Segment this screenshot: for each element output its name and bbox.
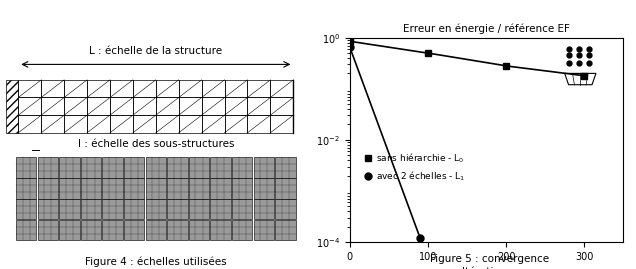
Polygon shape	[81, 220, 101, 240]
Polygon shape	[146, 199, 166, 220]
Polygon shape	[167, 220, 188, 240]
Polygon shape	[16, 157, 36, 178]
Polygon shape	[16, 178, 36, 199]
avec 2 échelles - L$_1$	[417, 236, 424, 240]
Polygon shape	[167, 178, 188, 199]
Polygon shape	[102, 199, 123, 220]
Polygon shape	[232, 199, 252, 220]
Polygon shape	[102, 220, 123, 240]
Polygon shape	[189, 220, 209, 240]
Polygon shape	[232, 178, 252, 199]
Polygon shape	[38, 157, 58, 178]
Title: Erreur en énergie / référence EF: Erreur en énergie / référence EF	[403, 24, 570, 34]
Polygon shape	[254, 157, 274, 178]
Polygon shape	[16, 199, 36, 220]
Polygon shape	[59, 178, 80, 199]
Polygon shape	[189, 199, 209, 220]
Text: Figure 5 : convergence: Figure 5 : convergence	[430, 254, 550, 264]
sans hiérarchie - L$_0$	[502, 64, 510, 68]
Polygon shape	[167, 199, 188, 220]
Polygon shape	[124, 157, 144, 178]
Polygon shape	[146, 157, 166, 178]
Polygon shape	[146, 178, 166, 199]
Text: L : échelle de la structure: L : échelle de la structure	[89, 45, 223, 56]
Polygon shape	[124, 220, 144, 240]
Polygon shape	[211, 220, 231, 240]
X-axis label: Itérations: Itérations	[462, 267, 511, 269]
Polygon shape	[59, 157, 80, 178]
Polygon shape	[232, 157, 252, 178]
Polygon shape	[124, 199, 144, 220]
Polygon shape	[211, 178, 231, 199]
Polygon shape	[211, 199, 231, 220]
sans hiérarchie - L$_0$	[424, 51, 432, 55]
Polygon shape	[146, 220, 166, 240]
Polygon shape	[38, 220, 58, 240]
Polygon shape	[189, 157, 209, 178]
Polygon shape	[275, 178, 296, 199]
Polygon shape	[167, 157, 188, 178]
sans hiérarchie - L$_0$	[346, 40, 354, 43]
Polygon shape	[102, 157, 123, 178]
Polygon shape	[38, 178, 58, 199]
Polygon shape	[275, 199, 296, 220]
Polygon shape	[59, 220, 80, 240]
Text: Figure 4 : échelles utilisées: Figure 4 : échelles utilisées	[85, 256, 226, 267]
Polygon shape	[211, 157, 231, 178]
Text: l : échelle des sous-structures: l : échelle des sous-structures	[78, 139, 234, 149]
Polygon shape	[275, 220, 296, 240]
avec 2 échelles - L$_1$	[346, 46, 354, 49]
Polygon shape	[124, 178, 144, 199]
Polygon shape	[254, 220, 274, 240]
Polygon shape	[81, 178, 101, 199]
Polygon shape	[275, 157, 296, 178]
Polygon shape	[102, 178, 123, 199]
sans hiérarchie - L$_0$	[581, 74, 588, 77]
Polygon shape	[254, 178, 274, 199]
Polygon shape	[38, 199, 58, 220]
Bar	[6, 80, 18, 133]
Line: avec 2 échelles - L$_1$: avec 2 échelles - L$_1$	[347, 44, 424, 242]
Polygon shape	[16, 220, 36, 240]
Polygon shape	[59, 199, 80, 220]
Polygon shape	[189, 178, 209, 199]
Line: sans hiérarchie - L$_0$: sans hiérarchie - L$_0$	[347, 38, 588, 79]
Polygon shape	[81, 157, 101, 178]
Legend: sans hiérarchie - L$_0$, avec 2 échelles - L$_1$: sans hiérarchie - L$_0$, avec 2 échelles…	[360, 148, 469, 186]
Polygon shape	[254, 199, 274, 220]
Polygon shape	[81, 199, 101, 220]
Polygon shape	[232, 220, 252, 240]
